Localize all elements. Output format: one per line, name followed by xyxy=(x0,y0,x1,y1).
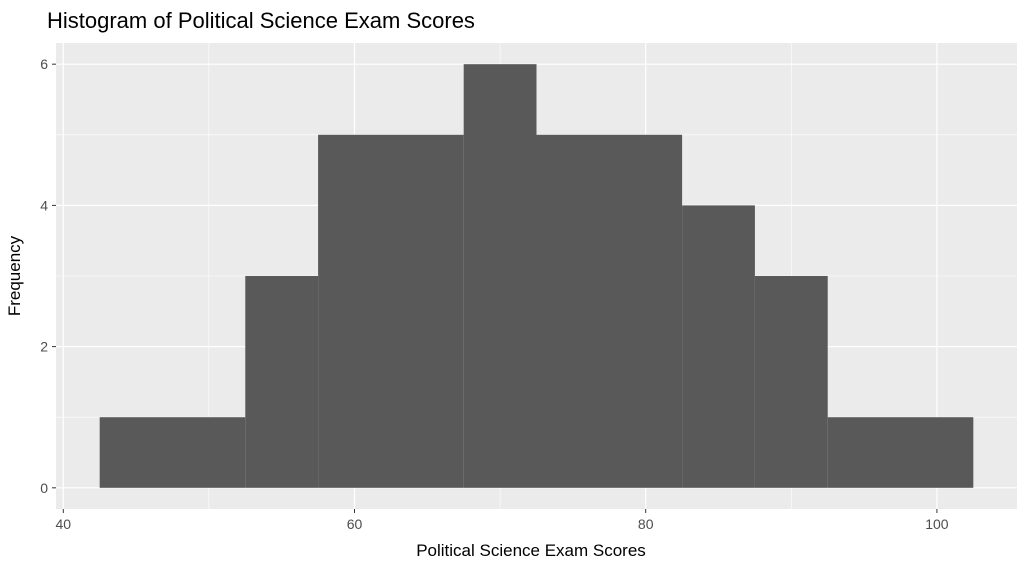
histogram-bar xyxy=(754,276,828,488)
y-axis-title: Frequency xyxy=(5,235,24,316)
x-tick-label: 60 xyxy=(347,516,363,532)
histogram-bar xyxy=(245,276,319,488)
histogram-bar xyxy=(682,205,755,488)
x-axis-title: Political Science Exam Scores xyxy=(416,541,646,560)
y-axis-ticks: 0 2 4 6 xyxy=(40,56,56,496)
y-tick-label: 6 xyxy=(40,56,48,72)
histogram-bar xyxy=(463,64,537,488)
y-tick-label: 2 xyxy=(40,339,48,355)
x-tick-label: 100 xyxy=(925,516,949,532)
histogram-bar xyxy=(99,417,246,488)
x-axis-ticks: 40 60 80 100 xyxy=(55,509,949,532)
histogram-bar xyxy=(318,134,464,488)
histogram-bar xyxy=(536,134,683,488)
histogram-bars xyxy=(99,64,974,488)
histogram-bar xyxy=(827,417,974,488)
x-tick-label: 80 xyxy=(638,516,654,532)
y-tick-label: 0 xyxy=(40,480,48,496)
chart-title: Histogram of Political Science Exam Scor… xyxy=(47,8,475,33)
y-tick-label: 4 xyxy=(40,197,48,213)
x-tick-label: 40 xyxy=(55,516,71,532)
